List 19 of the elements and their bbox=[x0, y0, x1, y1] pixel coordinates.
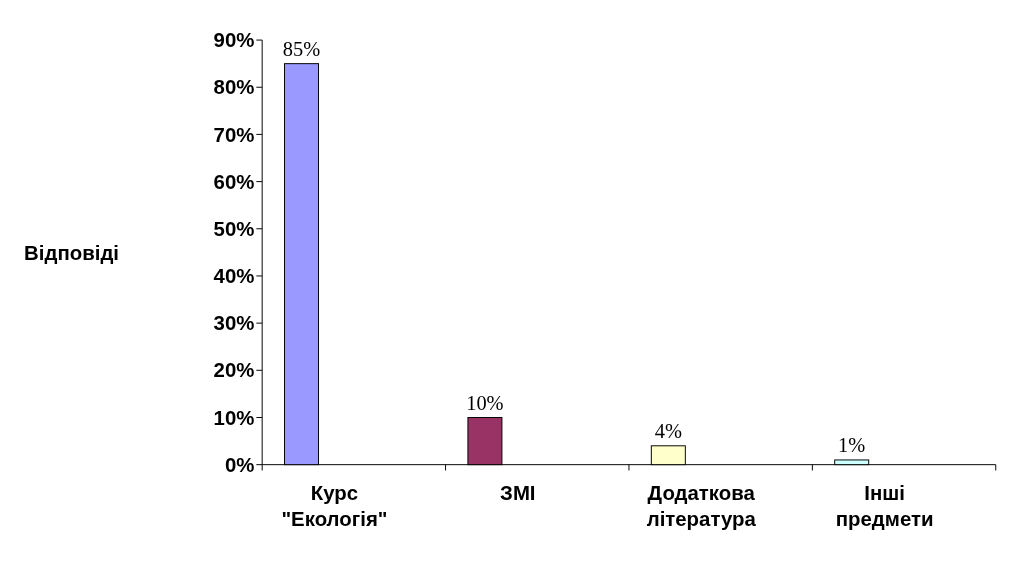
data-label: 10% bbox=[466, 391, 504, 414]
data-label: 1% bbox=[838, 434, 866, 457]
data-label: 4% bbox=[654, 420, 682, 443]
y-tick-label: 90% bbox=[213, 29, 255, 52]
y-tick-label: 50% bbox=[213, 217, 255, 240]
y-tick-label: 30% bbox=[213, 312, 255, 335]
y-tick-label: 0% bbox=[224, 453, 255, 476]
y-tick-label: 70% bbox=[213, 123, 255, 146]
x-tick-label: Додаткова література bbox=[646, 481, 757, 530]
x-tick-label: ЗМІ bbox=[500, 481, 536, 504]
x-tick-label: Інші предмети bbox=[835, 481, 934, 530]
y-tick-label: 10% bbox=[213, 406, 255, 429]
x-tick-label: Курс "Екологія" bbox=[281, 481, 388, 530]
data-label: 85% bbox=[282, 37, 321, 60]
y-tick-label: 80% bbox=[213, 76, 255, 99]
y-tick-label: 40% bbox=[213, 265, 255, 288]
y-tick-label: 60% bbox=[213, 170, 255, 193]
y-tick-label: 20% bbox=[213, 359, 255, 382]
y-axis-title: Відповіді bbox=[24, 241, 120, 264]
